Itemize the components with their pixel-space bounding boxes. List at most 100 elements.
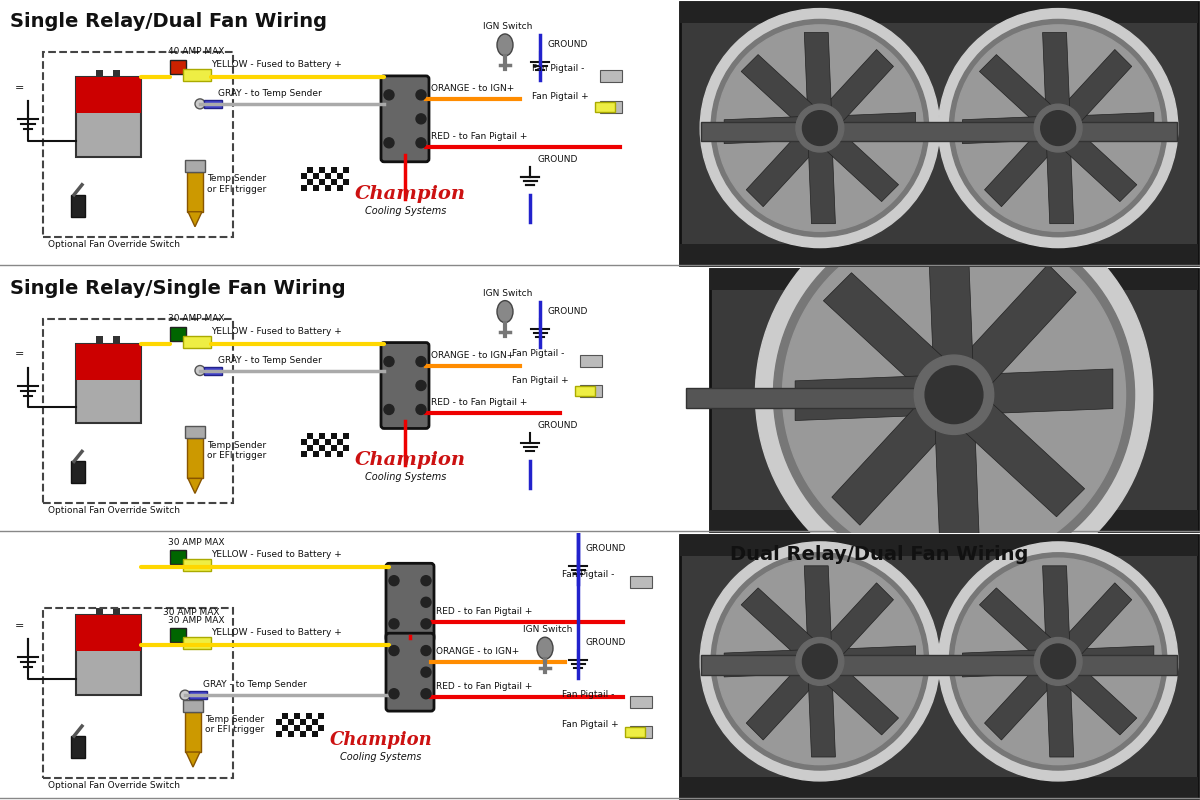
Text: Champion: Champion <box>355 451 466 470</box>
Polygon shape <box>832 386 962 525</box>
Text: RED - to Fan Pigtail +: RED - to Fan Pigtail + <box>431 132 527 141</box>
Text: Fan Pigtail +: Fan Pigtail + <box>512 375 569 385</box>
Circle shape <box>701 542 940 781</box>
Text: 40 AMP MAX: 40 AMP MAX <box>168 47 224 57</box>
Polygon shape <box>746 658 823 740</box>
Circle shape <box>803 644 838 678</box>
Circle shape <box>421 576 431 586</box>
Bar <box>288 713 294 719</box>
Circle shape <box>1040 110 1075 146</box>
Bar <box>306 713 312 719</box>
Circle shape <box>938 9 1177 247</box>
Polygon shape <box>1055 658 1136 735</box>
Bar <box>575 386 595 395</box>
Text: =: = <box>16 83 25 93</box>
Bar <box>294 713 300 719</box>
Text: ORANGE - to IGN+: ORANGE - to IGN+ <box>436 647 520 656</box>
Bar <box>190 691 208 699</box>
Circle shape <box>384 90 394 100</box>
Text: RED - to Fan Pigtail +: RED - to Fan Pigtail + <box>431 398 527 407</box>
Bar <box>331 446 337 451</box>
Bar <box>580 354 602 366</box>
Polygon shape <box>1055 583 1132 664</box>
Ellipse shape <box>497 301 514 322</box>
Text: IGN Switch: IGN Switch <box>482 22 533 31</box>
Circle shape <box>389 646 398 655</box>
Polygon shape <box>1046 670 1074 757</box>
Text: 30 AMP MAX: 30 AMP MAX <box>168 538 224 547</box>
Text: Optional Fan Override Switch: Optional Fan Override Switch <box>48 781 180 790</box>
Bar <box>71 736 85 758</box>
Bar <box>96 70 103 77</box>
Bar <box>337 178 343 185</box>
Bar <box>312 713 318 719</box>
Bar <box>300 713 306 719</box>
FancyBboxPatch shape <box>382 342 430 429</box>
Bar <box>301 178 307 185</box>
Bar <box>600 70 622 82</box>
Bar <box>625 727 646 737</box>
Circle shape <box>925 366 983 424</box>
Bar <box>43 52 233 237</box>
Bar <box>76 343 140 423</box>
Circle shape <box>194 99 205 109</box>
Circle shape <box>416 405 426 414</box>
Polygon shape <box>984 658 1061 740</box>
Polygon shape <box>1066 113 1154 140</box>
Text: RED - to Fan Pigtail +: RED - to Fan Pigtail + <box>436 682 533 691</box>
Circle shape <box>949 553 1166 770</box>
Bar <box>294 731 300 737</box>
Bar <box>331 173 337 178</box>
Bar <box>343 166 349 173</box>
Polygon shape <box>746 126 823 206</box>
Bar <box>337 446 343 451</box>
Bar <box>319 434 325 439</box>
Bar <box>306 731 312 737</box>
Bar <box>306 719 312 725</box>
Bar <box>307 446 313 451</box>
Bar <box>595 102 616 112</box>
Bar <box>343 446 349 451</box>
Circle shape <box>716 25 923 231</box>
Text: Fan Pigtail -: Fan Pigtail - <box>512 349 564 358</box>
Bar <box>185 426 205 438</box>
Bar <box>337 173 343 178</box>
Text: =: = <box>16 350 25 359</box>
Text: Dual Relay/Dual Fan Wiring: Dual Relay/Dual Fan Wiring <box>730 546 1028 564</box>
Bar <box>288 719 294 725</box>
Text: YELLOW - Fused to Battery +: YELLOW - Fused to Battery + <box>211 326 342 335</box>
FancyBboxPatch shape <box>382 76 430 162</box>
Bar <box>301 434 307 439</box>
FancyBboxPatch shape <box>386 634 434 711</box>
Bar <box>680 2 1198 23</box>
Bar <box>312 719 318 725</box>
Text: YELLOW - Fused to Battery +: YELLOW - Fused to Battery + <box>211 60 342 69</box>
Text: 30 AMP MAX: 30 AMP MAX <box>168 616 224 625</box>
Text: GROUND: GROUND <box>538 422 578 430</box>
Bar <box>685 388 954 408</box>
Bar <box>319 178 325 185</box>
Bar <box>182 69 211 81</box>
Bar <box>301 166 307 173</box>
Bar <box>113 336 120 343</box>
Bar <box>43 608 233 778</box>
Bar <box>343 185 349 190</box>
Bar <box>204 366 222 374</box>
Bar <box>630 726 652 738</box>
Polygon shape <box>742 54 823 131</box>
Text: Champion: Champion <box>330 731 433 749</box>
Polygon shape <box>962 369 1112 414</box>
Bar <box>710 510 1198 531</box>
Circle shape <box>1034 104 1082 152</box>
Polygon shape <box>946 386 1085 517</box>
Text: Cooling Systems: Cooling Systems <box>340 752 421 762</box>
Bar <box>185 160 205 172</box>
Bar <box>701 655 1177 674</box>
Bar <box>337 434 343 439</box>
Text: GROUND: GROUND <box>586 544 626 554</box>
Circle shape <box>1034 638 1082 686</box>
Polygon shape <box>724 650 812 677</box>
Text: GRAY - to Temp Sender: GRAY - to Temp Sender <box>218 355 322 365</box>
Bar <box>76 615 140 651</box>
Bar <box>76 615 140 695</box>
